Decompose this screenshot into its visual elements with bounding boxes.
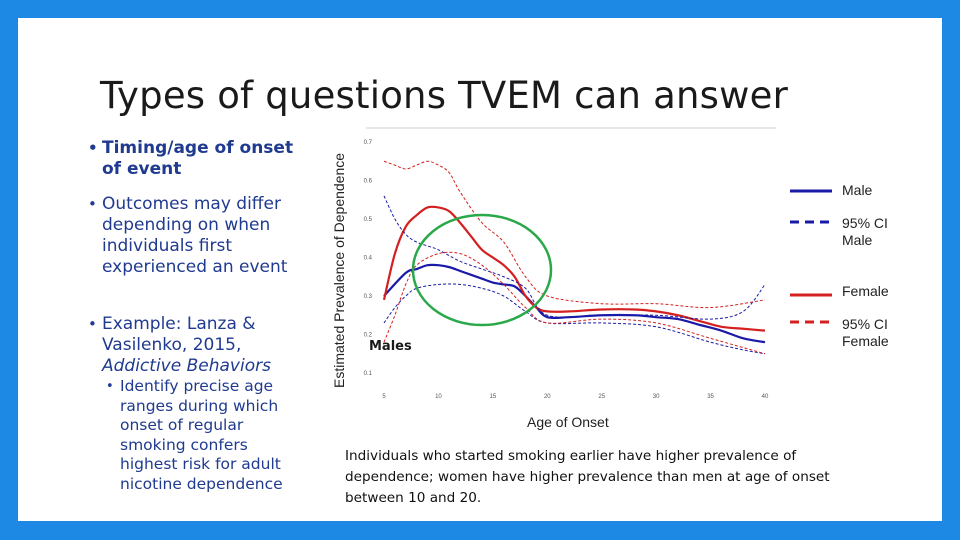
males-label: Males — [369, 339, 412, 354]
y-axis-label: Estimated Prevalence of Dependence — [331, 152, 347, 388]
x-tick-label: 30 — [653, 394, 660, 400]
x-tick-label: 15 — [490, 394, 497, 400]
bullet-timing: • Timing/age of onset of event — [88, 138, 302, 180]
legend-ci-male: 95% CI Male — [842, 215, 888, 248]
y-tick-label: 0.3 — [364, 294, 373, 300]
plot-area — [366, 128, 776, 390]
slide: Types of questions TVEM can answer — [18, 18, 942, 521]
y-tick-label: 0.4 — [364, 256, 373, 262]
sub-bullet-text: Identify precise age ranges during which… — [120, 377, 283, 493]
x-tick-label: 25 — [598, 394, 605, 400]
bullet-example-text: Example: Lanza & Vasilenko, 2015, — [102, 314, 256, 355]
sub-bullet-dot-icon: • — [106, 379, 114, 394]
x-tick-label: 40 — [762, 394, 769, 400]
y-tick-label: 0.2 — [364, 333, 373, 339]
series-line-95-ci-male-upper — [383, 195, 766, 320]
sub-bullet-identify: • Identify precise age ranges during whi… — [106, 377, 300, 494]
bullet-outcomes-text: Outcomes may differ depending on when in… — [102, 194, 288, 277]
x-tick-label: 5 — [382, 394, 386, 400]
bullet-example: • Example: Lanza & Vasilenko, 2015, Addi… — [88, 314, 282, 377]
y-tick-label: 0.5 — [364, 217, 373, 223]
x-tick-label: 20 — [544, 394, 551, 400]
series-line-95-ci-female-upper — [383, 160, 766, 309]
y-tick-label: 0.7 — [364, 140, 373, 146]
x-tick-label: 10 — [435, 394, 442, 400]
highlight-circle — [411, 213, 553, 327]
x-axis-label: Age of Onset — [527, 414, 609, 430]
legend-ci-female: 95% CI Female — [842, 316, 889, 349]
series-line-male — [383, 263, 766, 344]
x-tick-label: 35 — [707, 394, 714, 400]
chart-caption: Individuals who started smoking earlier … — [345, 448, 830, 506]
bullet-timing-text: Timing/age of onset of event — [102, 138, 294, 179]
bullet-outcomes: • Outcomes may differ depending on when … — [88, 194, 302, 278]
y-tick-label: 0.1 — [364, 371, 373, 377]
slide-title: Types of questions TVEM can answer — [100, 74, 788, 117]
y-tick-label: 0.6 — [364, 179, 373, 185]
bullet-dot-icon: • — [88, 139, 98, 157]
legend-female: Female — [842, 283, 889, 299]
bullet-dot-icon: • — [88, 315, 97, 333]
series-line-female — [382, 205, 766, 332]
series-line-95-ci-male-lower — [383, 283, 766, 355]
legend-male: Male — [842, 182, 873, 198]
bullet-example-journal: Addictive Behaviors — [102, 356, 271, 376]
bullet-dot-icon: • — [88, 195, 97, 213]
